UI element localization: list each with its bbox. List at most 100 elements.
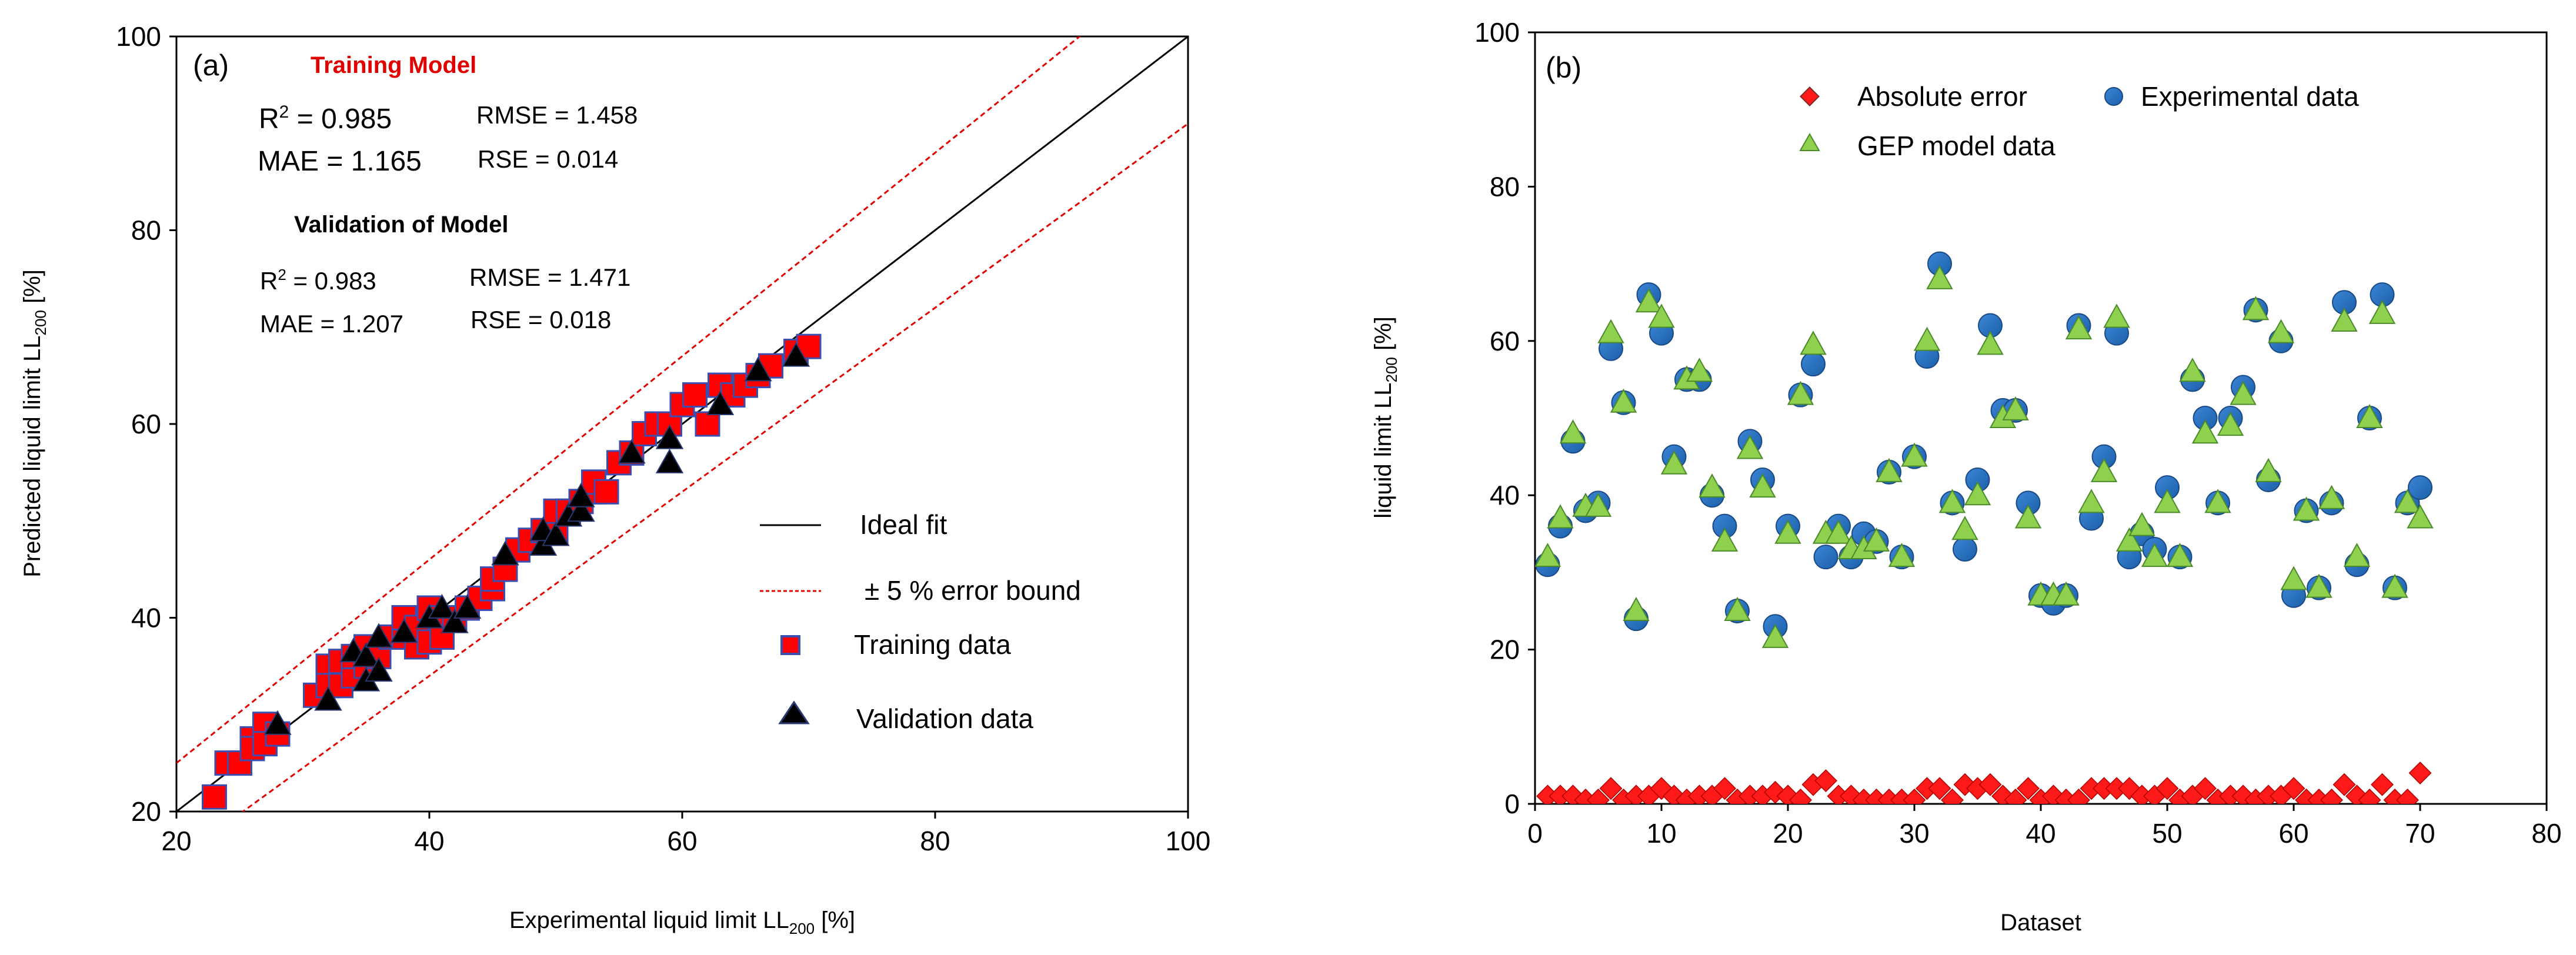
- absolute-error-point: [1536, 784, 1559, 804]
- absolute-error-point: [2408, 762, 2432, 784]
- gep-point: [2053, 581, 2080, 606]
- gep-point: [2394, 489, 2421, 513]
- absolute-error-point: [2093, 777, 2115, 800]
- absolute-error-point: [1549, 784, 1572, 804]
- gep-point: [1610, 388, 1637, 413]
- gep-point: [2230, 380, 2257, 405]
- gep-point: [1876, 458, 1903, 482]
- gep-point: [2280, 566, 2307, 590]
- gep-point: [2014, 504, 2042, 529]
- gep-point: [2115, 527, 2143, 552]
- absolute-error-point: [2371, 773, 2394, 796]
- gep-point: [2217, 412, 2244, 436]
- y-tick-label-b: 0: [1504, 789, 1520, 819]
- gep-point: [1901, 442, 1928, 467]
- legend-a: Ideal fit ± 5 % error bound Training dat…: [760, 509, 1081, 734]
- y-tick-label-b: 20: [1490, 635, 1520, 665]
- validation-point: [365, 623, 393, 648]
- absolute-error-point: [1624, 784, 1648, 804]
- absolute-error-point: [2307, 788, 2331, 804]
- x-tick-label-b: 40: [2026, 818, 2056, 849]
- validation-rse: RSE = 0.018: [471, 306, 611, 333]
- gep-point: [1535, 543, 1561, 567]
- validation-point: [542, 521, 570, 546]
- absolute-error-point: [1852, 788, 1876, 804]
- validation-point: [655, 424, 684, 449]
- gep-point: [2255, 458, 2282, 482]
- gep-point: [2179, 358, 2206, 382]
- gep-point: [1660, 450, 1688, 475]
- gep-point: [1913, 326, 1941, 351]
- x-tick-label-b: 80: [2531, 818, 2561, 849]
- validation-point: [263, 710, 292, 735]
- absolute-error-point: [1789, 788, 1812, 804]
- absolute-error-point: [1941, 788, 1964, 804]
- gep-point: [1863, 527, 1890, 552]
- gep-point: [1761, 623, 1789, 648]
- validation-mae: MAE = 1.207: [260, 310, 403, 338]
- x-tick-label-a: 60: [667, 826, 697, 856]
- validation-rmse: RMSE = 1.471: [469, 263, 630, 291]
- gep-point: [2128, 512, 2155, 536]
- absolute-error-point: [1739, 784, 1761, 804]
- gep-point: [2154, 489, 2181, 513]
- gep-point: [1964, 481, 1991, 506]
- absolute-error-point: [2080, 777, 2103, 800]
- x-tick-label-b: 60: [2278, 818, 2308, 849]
- validation-point: [365, 657, 393, 682]
- validation-point: [441, 608, 469, 633]
- absolute-error-point: [1599, 777, 1623, 800]
- absolute-error-point: [2004, 788, 2027, 804]
- y-tick-label-b: 100: [1474, 17, 1520, 48]
- absolute-error-point: [2219, 784, 2242, 804]
- validation-point: [428, 593, 456, 619]
- absolute-error-point: [2105, 777, 2128, 800]
- validation-r2: R2 = 0.983: [260, 266, 376, 295]
- gep-point: [1686, 358, 1713, 382]
- absolute-error-point: [2282, 777, 2305, 800]
- legend-b: Absolute error Experimental data GEP mod…: [1799, 81, 2359, 161]
- y-tick-label-b: 80: [1490, 171, 1520, 202]
- validation-point: [453, 593, 482, 619]
- absolute-error-point: [2017, 777, 2040, 800]
- gep-point: [1888, 543, 1916, 567]
- gep-point: [2267, 319, 2295, 343]
- validation-point: [706, 390, 735, 416]
- legend-exp-label: Experimental data: [2141, 81, 2359, 112]
- gep-point: [1597, 319, 1624, 343]
- gep-point: [2381, 573, 2408, 598]
- gep-point: [1699, 473, 1726, 498]
- panel-a: 20 40 60 80 100 20 40 60 80 100 (a) Training Mode…: [19, 21, 1210, 937]
- experimental-point: [2408, 475, 2432, 500]
- absolute-error-point: [1890, 788, 1913, 804]
- gep-point: [1926, 265, 1953, 289]
- gep-point: [2242, 296, 2270, 320]
- validation-point: [567, 497, 595, 522]
- validation-point: [618, 439, 646, 464]
- absolute-error-point: [2155, 777, 2179, 800]
- legend-validation-marker: [778, 700, 810, 724]
- x-axis-label-b: Dataset: [2000, 910, 2081, 936]
- gep-point: [1711, 527, 1739, 552]
- y-tick-label-a: 80: [131, 215, 161, 246]
- validation-point: [390, 618, 418, 643]
- experimental-point: [1813, 545, 1838, 570]
- training-model-title: Training Model: [311, 52, 476, 78]
- absolute-error-point: [2194, 777, 2217, 800]
- gep-point: [2191, 419, 2219, 444]
- validation-point: [782, 342, 810, 367]
- y-axis-label-a: Predicted liquid limit LL200 [%]: [19, 269, 49, 577]
- legend-training-label: Training data: [854, 629, 1011, 660]
- experimental-point: [1801, 352, 1826, 377]
- absolute-error-point: [2257, 784, 2280, 804]
- training-point: [202, 784, 227, 810]
- x-tick-label-a: 80: [920, 826, 950, 856]
- absolute-error-point: [2295, 788, 2318, 804]
- upper-error-bound: [176, 36, 1082, 764]
- gep-point: [1547, 504, 1574, 529]
- absolute-error-point: [1928, 777, 1951, 800]
- legend-training-marker: [780, 635, 800, 655]
- gep-point: [2305, 573, 2333, 598]
- gep-point: [2356, 403, 2383, 428]
- gep-point: [1623, 596, 1650, 621]
